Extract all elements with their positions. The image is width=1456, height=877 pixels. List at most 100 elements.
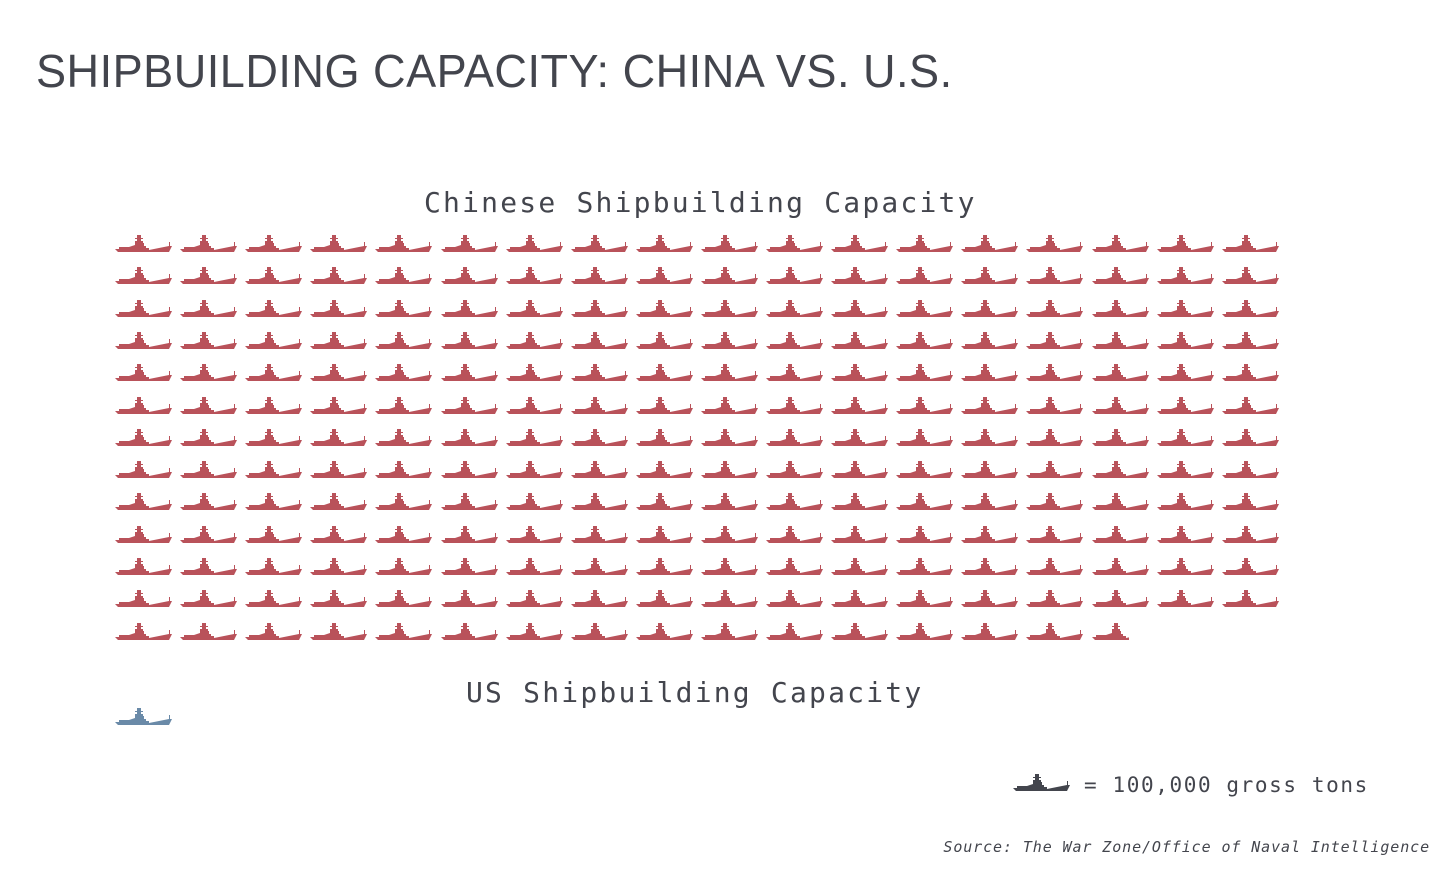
warship-icon xyxy=(1023,556,1089,582)
legend: = 100,000 gross tons xyxy=(1010,772,1369,798)
warship-icon xyxy=(1089,298,1155,324)
warship-icon xyxy=(958,330,1024,356)
warship-icon xyxy=(1154,556,1220,582)
warship-icon xyxy=(242,524,308,550)
warship-icon xyxy=(112,459,178,485)
warship-icon xyxy=(503,265,569,291)
warship-icon xyxy=(372,233,438,259)
warship-icon xyxy=(503,330,569,356)
warship-icon xyxy=(633,524,699,550)
warship-icon xyxy=(438,395,504,421)
warship-icon xyxy=(1154,588,1220,614)
warship-icon xyxy=(828,362,894,388)
warship-icon xyxy=(633,298,699,324)
warship-icon xyxy=(307,491,373,517)
warship-icon xyxy=(568,330,634,356)
warship-icon xyxy=(242,362,308,388)
warship-icon xyxy=(372,427,438,453)
warship-icon xyxy=(698,491,764,517)
warship-icon xyxy=(242,459,308,485)
warship-icon xyxy=(112,706,178,732)
warship-icon xyxy=(893,556,959,582)
warship-icon xyxy=(698,621,764,647)
warship-icon xyxy=(307,298,373,324)
warship-icon xyxy=(1154,233,1220,259)
source-note: Source: The War Zone/Office of Naval Int… xyxy=(943,838,1430,856)
warship-icon xyxy=(503,459,569,485)
warship-icon xyxy=(633,362,699,388)
warship-icon xyxy=(893,459,959,485)
warship-icon xyxy=(112,621,178,647)
warship-icon xyxy=(242,298,308,324)
warship-icon xyxy=(438,265,504,291)
warship-icon xyxy=(1023,459,1089,485)
warship-icon xyxy=(1154,298,1220,324)
warship-icon xyxy=(763,491,829,517)
warship-icon xyxy=(763,459,829,485)
warship-icon xyxy=(958,524,1024,550)
warship-icon xyxy=(828,621,894,647)
warship-icon xyxy=(568,556,634,582)
warship-icon xyxy=(438,588,504,614)
warship-icon xyxy=(1010,772,1076,798)
warship-icon xyxy=(372,395,438,421)
warship-icon xyxy=(763,330,829,356)
warship-icon xyxy=(1219,265,1285,291)
warship-icon xyxy=(112,395,178,421)
warship-icon xyxy=(763,524,829,550)
warship-icon xyxy=(372,588,438,614)
warship-icon xyxy=(958,556,1024,582)
warship-icon xyxy=(503,427,569,453)
warship-icon xyxy=(1089,588,1155,614)
warship-icon xyxy=(438,427,504,453)
warship-icon xyxy=(438,362,504,388)
warship-icon xyxy=(242,395,308,421)
warship-icon xyxy=(568,233,634,259)
warship-icon xyxy=(177,362,243,388)
china-pictogram-grid xyxy=(112,233,1292,653)
warship-icon xyxy=(372,362,438,388)
warship-icon xyxy=(307,459,373,485)
warship-icon xyxy=(698,362,764,388)
warship-icon xyxy=(698,588,764,614)
warship-icon xyxy=(893,588,959,614)
warship-icon xyxy=(1219,330,1285,356)
warship-icon xyxy=(698,459,764,485)
warship-icon xyxy=(763,265,829,291)
warship-icon xyxy=(438,524,504,550)
warship-icon xyxy=(307,621,373,647)
warship-icon xyxy=(1089,395,1155,421)
warship-icon xyxy=(177,233,243,259)
warship-icon xyxy=(698,556,764,582)
warship-icon xyxy=(1154,362,1220,388)
warship-icon xyxy=(1089,491,1155,517)
warship-icon xyxy=(438,459,504,485)
warship-icon xyxy=(763,362,829,388)
warship-icon xyxy=(568,621,634,647)
warship-icon xyxy=(307,330,373,356)
warship-icon xyxy=(1089,459,1155,485)
warship-icon xyxy=(242,621,308,647)
warship-icon xyxy=(1089,427,1155,453)
warship-icon xyxy=(112,588,178,614)
warship-icon xyxy=(1089,524,1155,550)
warship-icon xyxy=(1023,395,1089,421)
warship-icon xyxy=(1089,556,1155,582)
warship-icon xyxy=(177,265,243,291)
warship-icon xyxy=(307,427,373,453)
warship-icon xyxy=(242,265,308,291)
warship-icon xyxy=(633,556,699,582)
warship-icon xyxy=(242,588,308,614)
warship-icon xyxy=(828,395,894,421)
warship-icon xyxy=(958,395,1024,421)
warship-icon xyxy=(958,427,1024,453)
warship-icon xyxy=(1154,524,1220,550)
warship-icon xyxy=(372,556,438,582)
warship-icon xyxy=(112,233,178,259)
warship-icon xyxy=(568,395,634,421)
warship-icon xyxy=(1154,265,1220,291)
warship-icon xyxy=(958,491,1024,517)
warship-icon xyxy=(1154,330,1220,356)
warship-icon xyxy=(763,427,829,453)
warship-icon xyxy=(1023,233,1089,259)
